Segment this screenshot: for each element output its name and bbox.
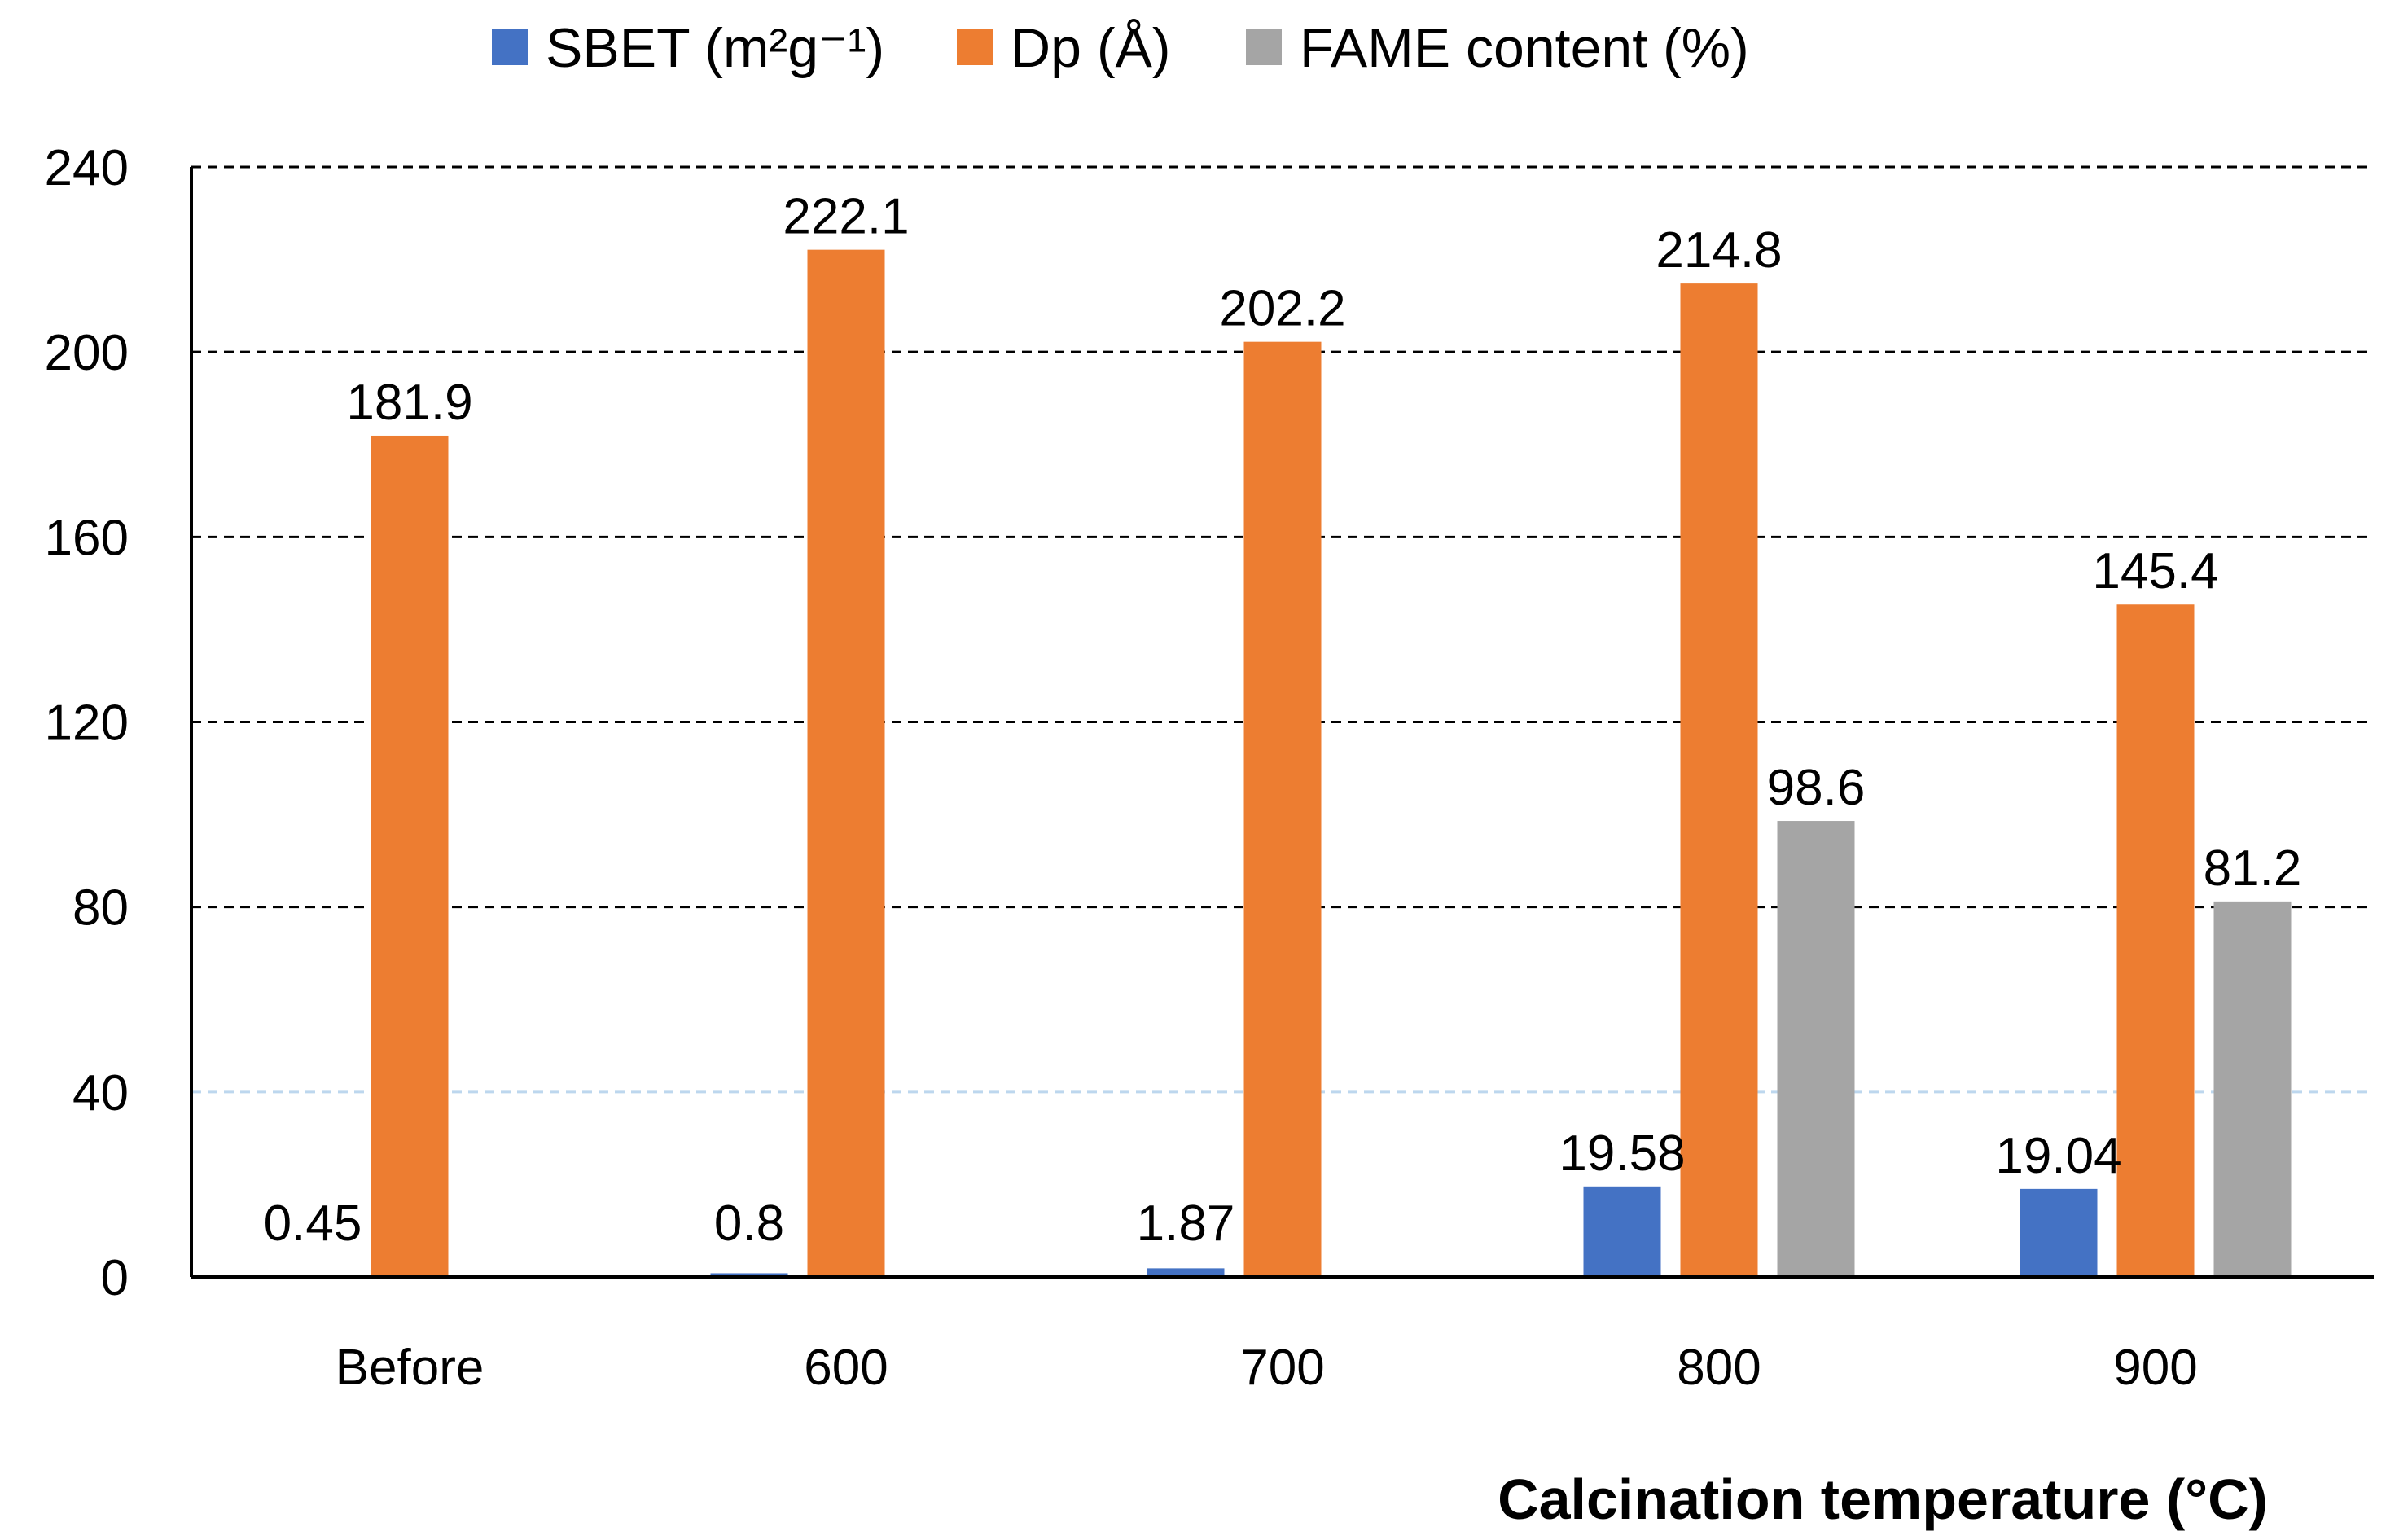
bar-dp-600 bbox=[807, 249, 885, 1277]
data-label: 19.04 bbox=[1995, 1128, 2121, 1184]
x-tick-label: 700 bbox=[1240, 1340, 1324, 1396]
y-tick-label: 160 bbox=[45, 510, 129, 566]
y-tick-label: 240 bbox=[45, 140, 129, 196]
y-tick-label: 120 bbox=[45, 695, 129, 752]
legend-swatch bbox=[492, 29, 528, 65]
legend: SBET (m²g⁻¹) Dp (Å) FAME content (%) bbox=[492, 17, 1749, 79]
legend-item: FAME content (%) bbox=[1246, 17, 1749, 79]
bars bbox=[274, 249, 2292, 1277]
data-label: 222.1 bbox=[783, 189, 909, 245]
x-tick-label: 800 bbox=[1677, 1340, 1761, 1396]
x-tick-label: Before bbox=[336, 1340, 485, 1396]
data-label: 0.8 bbox=[714, 1196, 784, 1252]
legend-swatch bbox=[1246, 29, 1282, 65]
bar-sbet-900 bbox=[2020, 1188, 2098, 1277]
bar-dp-700 bbox=[1243, 341, 1322, 1277]
data-label: 214.8 bbox=[1656, 222, 1782, 279]
x-tick-labels: Before 600 700 800 900 bbox=[336, 1340, 2198, 1396]
legend-label: SBET (m²g⁻¹) bbox=[546, 17, 884, 79]
data-label: 145.4 bbox=[2092, 543, 2218, 599]
bar-dp-800 bbox=[1680, 283, 1758, 1277]
data-label: 98.6 bbox=[1767, 760, 1866, 816]
x-axis-title: Calcination temperature (°C) bbox=[1498, 1468, 2268, 1531]
y-tick-label: 40 bbox=[72, 1065, 129, 1121]
data-label: 1.87 bbox=[1137, 1196, 1235, 1252]
bar-sbet-700 bbox=[1147, 1268, 1225, 1277]
legend-label: Dp (Å) bbox=[1011, 17, 1170, 79]
legend-item: SBET (m²g⁻¹) bbox=[492, 17, 884, 79]
data-label: 19.58 bbox=[1559, 1125, 1685, 1182]
y-tick-label: 0 bbox=[101, 1250, 129, 1306]
axes bbox=[190, 167, 2374, 1279]
bar-fame-900 bbox=[2213, 901, 2292, 1277]
data-label: 0.45 bbox=[264, 1196, 362, 1252]
y-tick-labels: 0 40 80 120 160 200 240 bbox=[45, 140, 129, 1306]
bar-dp-900 bbox=[2116, 604, 2195, 1277]
legend-label: FAME content (%) bbox=[1300, 17, 1749, 79]
x-tick-label: 900 bbox=[2113, 1340, 2197, 1396]
data-label: 181.9 bbox=[346, 375, 472, 431]
bar-sbet-800 bbox=[1583, 1186, 1661, 1277]
y-tick-label: 80 bbox=[72, 880, 129, 937]
bar-fame-800 bbox=[1777, 821, 1855, 1277]
x-tick-label: 600 bbox=[804, 1340, 888, 1396]
data-label: 81.2 bbox=[2204, 840, 2302, 897]
legend-item: Dp (Å) bbox=[957, 17, 1170, 79]
data-labels: 0.45 181.9 0.8 222.1 1.87 202.2 19.58 214.8 98.6… bbox=[264, 189, 2302, 1252]
data-label: 202.2 bbox=[1219, 281, 1345, 337]
bar-dp-before bbox=[371, 435, 449, 1277]
legend-swatch bbox=[957, 29, 993, 65]
y-tick-label: 200 bbox=[45, 325, 129, 381]
